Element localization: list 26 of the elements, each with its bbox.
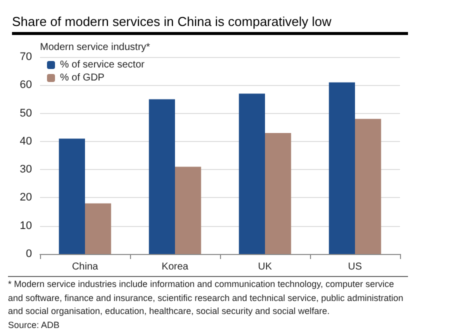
y-tick-label: 10 <box>20 220 32 232</box>
bar <box>355 118 382 254</box>
y-tick-label: 70 <box>20 51 32 63</box>
y-tick-label: 20 <box>20 192 32 204</box>
y-tick-label: 60 <box>20 79 32 92</box>
bar <box>148 99 175 254</box>
x-tick-label: China <box>72 262 98 272</box>
bar <box>328 82 355 254</box>
bar <box>85 203 112 254</box>
y-tick-label: 30 <box>20 164 32 176</box>
bar <box>58 138 85 254</box>
x-tick-label: UK <box>258 262 272 272</box>
legend-label: % of GDP <box>60 72 105 84</box>
x-tick-label: US <box>348 262 362 272</box>
bar <box>238 94 265 254</box>
y-tick-label: 40 <box>20 135 32 148</box>
bar <box>175 166 202 254</box>
text: * Modern service industries include information and communication technology, computer service and software, finance and insurance, scientific research and technical service, public administration and social organisation, education, healthcare, social security and social welfare. <box>8 278 404 318</box>
legend-label: % of service sector <box>60 60 146 70</box>
y-tick-label: 50 <box>20 107 32 120</box>
y-tick-label: 0 <box>26 248 32 260</box>
y-axis-title: Modern service industry* <box>40 42 150 53</box>
source-note: Source: ADB <box>8 318 61 332</box>
x-tick-label: Korea <box>162 262 189 272</box>
bar <box>265 132 292 254</box>
chart-title: Share of modern services in China is comparatively low <box>12 14 408 35</box>
